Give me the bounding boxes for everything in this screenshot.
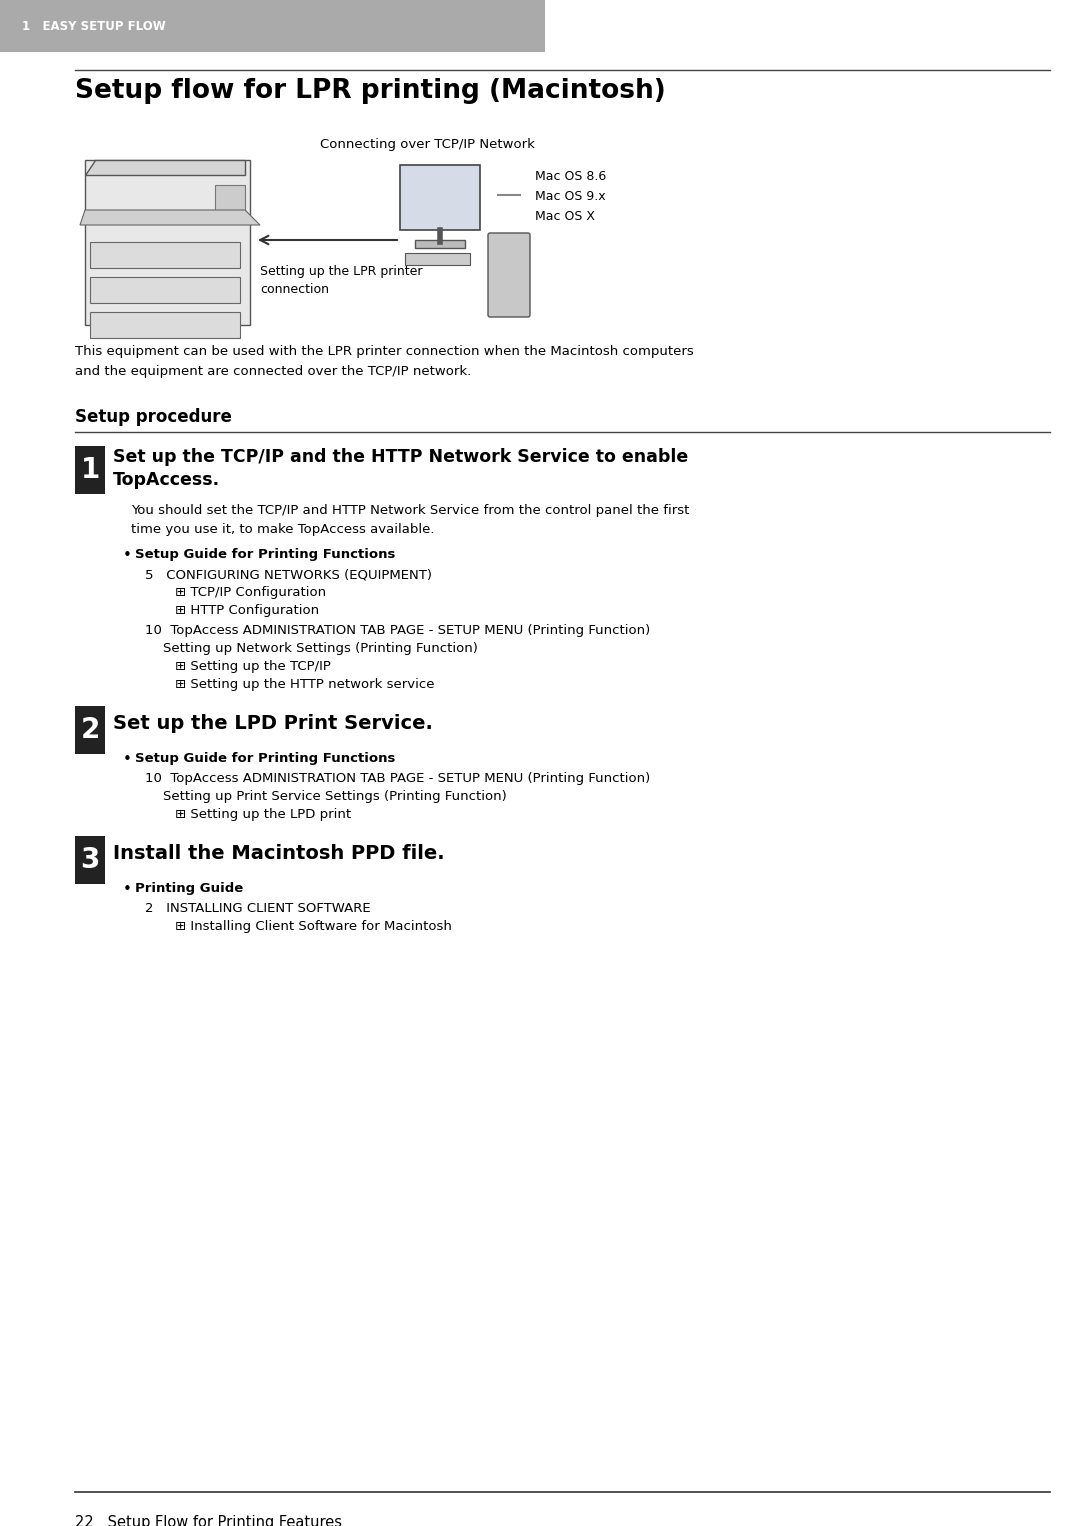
- Text: ⊞ Setting up the TCP/IP: ⊞ Setting up the TCP/IP: [175, 661, 330, 673]
- Text: ⊞ Setting up the LPD print: ⊞ Setting up the LPD print: [175, 807, 351, 821]
- Text: This equipment can be used with the LPR printer connection when the Macintosh co: This equipment can be used with the LPR …: [75, 345, 693, 377]
- Text: Install the Macintosh PPD file.: Install the Macintosh PPD file.: [113, 844, 445, 864]
- Text: Mac OS 8.6
Mac OS 9.x
Mac OS X: Mac OS 8.6 Mac OS 9.x Mac OS X: [535, 169, 606, 223]
- Text: 10  TopAccess ADMINISTRATION TAB PAGE - SETUP MENU (Printing Function): 10 TopAccess ADMINISTRATION TAB PAGE - S…: [145, 624, 650, 636]
- Text: Setup procedure: Setup procedure: [75, 407, 232, 426]
- Text: 2   INSTALLING CLIENT SOFTWARE: 2 INSTALLING CLIENT SOFTWARE: [145, 902, 370, 916]
- Text: Setup Guide for Printing Functions: Setup Guide for Printing Functions: [135, 752, 395, 765]
- FancyBboxPatch shape: [488, 233, 530, 317]
- Bar: [75, 707, 105, 754]
- Bar: [400, 165, 480, 230]
- Text: 5   CONFIGURING NETWORKS (EQUIPMENT): 5 CONFIGURING NETWORKS (EQUIPMENT): [145, 568, 432, 581]
- Text: Setting up Print Service Settings (Printing Function): Setting up Print Service Settings (Print…: [163, 790, 507, 803]
- Text: Setup Guide for Printing Functions: Setup Guide for Printing Functions: [135, 548, 395, 562]
- Bar: [75, 446, 105, 494]
- Text: ⊞ TCP/IP Configuration: ⊞ TCP/IP Configuration: [175, 586, 326, 600]
- Text: 2: 2: [80, 716, 99, 745]
- Text: ⊞ Installing Client Software for Macintosh: ⊞ Installing Client Software for Macinto…: [175, 920, 451, 932]
- Bar: [0, 0, 545, 52]
- Text: Connecting over TCP/IP Network: Connecting over TCP/IP Network: [320, 137, 535, 151]
- Text: Set up the LPD Print Service.: Set up the LPD Print Service.: [113, 714, 433, 732]
- Text: Setting up the LPR printer
connection: Setting up the LPR printer connection: [260, 266, 422, 296]
- Text: •: •: [123, 882, 132, 897]
- Text: Setup flow for LPR printing (Macintosh): Setup flow for LPR printing (Macintosh): [75, 78, 665, 104]
- Bar: [90, 311, 240, 337]
- Bar: [90, 278, 240, 304]
- Text: Set up the TCP/IP and the HTTP Network Service to enable
TopAccess.: Set up the TCP/IP and the HTTP Network S…: [113, 449, 688, 488]
- Text: 10  TopAccess ADMINISTRATION TAB PAGE - SETUP MENU (Printing Function): 10 TopAccess ADMINISTRATION TAB PAGE - S…: [145, 772, 650, 784]
- Text: 1   EASY SETUP FLOW: 1 EASY SETUP FLOW: [22, 20, 165, 32]
- Text: ⊞ Setting up the HTTP network service: ⊞ Setting up the HTTP network service: [175, 678, 434, 691]
- Bar: [415, 240, 465, 249]
- Text: 22   Setup Flow for Printing Features: 22 Setup Flow for Printing Features: [75, 1515, 342, 1526]
- Text: ⊞ HTTP Configuration: ⊞ HTTP Configuration: [175, 604, 319, 617]
- Text: You should set the TCP/IP and HTTP Network Service from the control panel the fi: You should set the TCP/IP and HTTP Netwo…: [131, 504, 689, 536]
- Text: •: •: [123, 548, 132, 563]
- Bar: [85, 160, 249, 325]
- Polygon shape: [85, 160, 245, 175]
- Bar: [90, 243, 240, 269]
- Text: Printing Guide: Printing Guide: [135, 882, 243, 896]
- Text: Setting up Network Settings (Printing Function): Setting up Network Settings (Printing Fu…: [163, 642, 477, 655]
- Bar: [75, 836, 105, 884]
- Text: 1: 1: [80, 456, 99, 484]
- Polygon shape: [80, 211, 260, 224]
- Text: 3: 3: [80, 845, 99, 874]
- Bar: [215, 185, 245, 215]
- Bar: [405, 253, 470, 266]
- Text: •: •: [123, 752, 132, 768]
